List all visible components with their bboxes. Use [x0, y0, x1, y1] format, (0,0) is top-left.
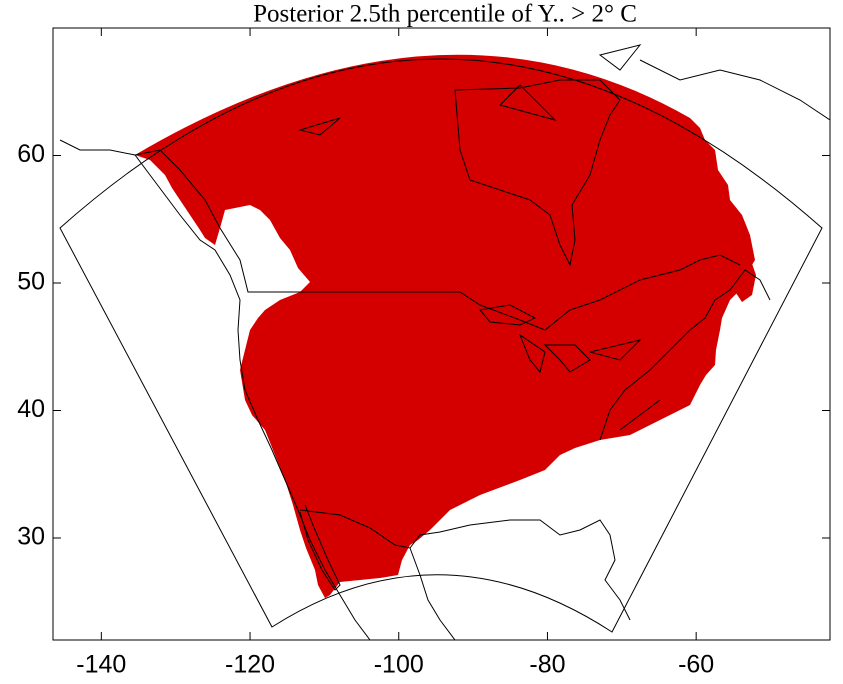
x-tick-label: -120 [225, 651, 275, 679]
x-tick-label: -80 [529, 651, 565, 679]
x-tick-label: -100 [374, 651, 424, 679]
border [134, 149, 741, 331]
y-tick-label: 40 [17, 395, 45, 423]
coastline [409, 519, 631, 640]
y-tick-label: 60 [17, 140, 45, 168]
coastline [599, 269, 771, 441]
domain-outline [59, 58, 823, 633]
y-tick-label: 50 [17, 268, 45, 296]
hudson-bay [454, 79, 621, 267]
plot-frame [52, 27, 831, 641]
x-tick-label: -60 [678, 651, 714, 679]
map-area [59, 44, 830, 640]
great-lakes [479, 304, 642, 374]
border [299, 509, 441, 549]
coastline [299, 504, 341, 591]
exceedance-region [734, 258, 756, 302]
chart-title: Posterior 2.5th percentile of Y.. > 2° C [253, 1, 637, 28]
y-tick-label: 30 [17, 523, 45, 551]
coastline [59, 139, 371, 640]
x-tick-label: -140 [76, 651, 126, 679]
coastline [298, 44, 830, 136]
exceedance-region [135, 54, 755, 598]
